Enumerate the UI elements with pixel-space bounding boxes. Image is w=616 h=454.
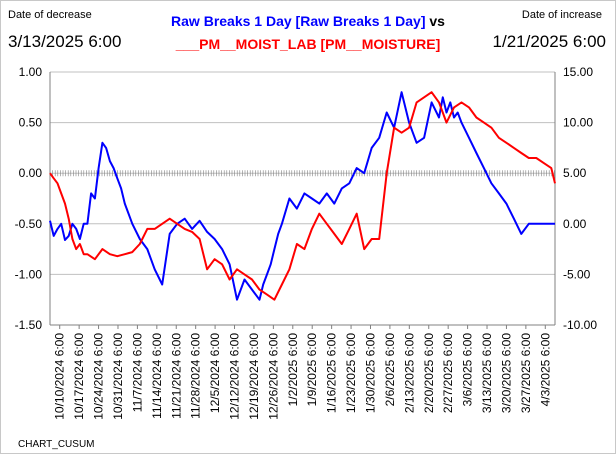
x-tick-label: 1/30/2025 6:00 (363, 333, 377, 413)
series-line-moisture (49, 91, 556, 301)
x-tick-label: 1/16/2025 6:00 (325, 333, 339, 413)
left-y-tick-label: 1.00 (19, 65, 43, 79)
secondary-series-title: ___PM__MOIST_LAB [PM__MOISTURE] (175, 36, 441, 52)
chart-title-line-2: ___PM__MOIST_LAB [PM__MOISTURE] (0, 36, 616, 52)
right-y-tick-label: -5.00 (563, 267, 591, 281)
x-tick-label: 3/20/2025 6:00 (499, 333, 513, 413)
x-tick-label: 2/27/2025 6:00 (441, 333, 455, 413)
x-tick-label: 2/13/2025 6:00 (402, 333, 416, 413)
x-tick-label: 12/26/2024 6:00 (266, 333, 280, 420)
x-tick-label: 11/14/2024 6:00 (150, 333, 164, 419)
x-tick-label: 3/13/2025 6:00 (480, 333, 494, 413)
x-tick-label: 2/20/2025 6:00 (422, 333, 436, 413)
decrease-date-caption: Date of decrease (8, 9, 92, 21)
series-line-raw-breaks (49, 91, 555, 301)
x-tick-label: 12/5/2024 6:00 (208, 333, 222, 413)
x-tick-label: 10/10/2024 6:00 (53, 333, 67, 420)
increase-date-caption: Date of increase (521, 9, 602, 21)
left-y-tick-label: -1.50 (15, 318, 43, 332)
chart-title-line-1: Raw Breaks 1 Day [Raw Breaks 1 Day] vs (0, 13, 616, 29)
x-tick-label: 1/9/2025 6:00 (305, 333, 319, 407)
x-tick-label: 11/7/2024 6:00 (130, 333, 144, 413)
chart-footer-label: CHART_CUSUM (18, 439, 95, 450)
x-tick-label: 11/28/2024 6:00 (189, 333, 203, 419)
right-y-tick-label: -10.00 (563, 318, 597, 332)
x-tick-label: 1/2/2025 6:00 (286, 333, 300, 407)
x-tick-label: 3/27/2025 6:00 (519, 333, 533, 413)
left-y-tick-label: -0.50 (15, 217, 43, 231)
primary-series-title: Raw Breaks 1 Day [Raw Breaks 1 Day] (171, 13, 426, 29)
x-tick-label: 11/21/2024 6:00 (169, 333, 183, 419)
left-y-tick-label: 0.00 (19, 166, 43, 180)
right-y-tick-label: 10.00 (563, 116, 593, 130)
x-tick-label: 2/6/2025 6:00 (383, 333, 397, 407)
increase-date-value: 1/21/2025 6:00 (492, 32, 606, 51)
versus-text: vs (425, 13, 445, 29)
right-y-tick-label: 5.00 (563, 166, 587, 180)
right-y-tick-label: 0.00 (563, 217, 587, 231)
x-tick-label: 12/19/2024 6:00 (247, 333, 261, 420)
decrease-date-value: 3/13/2025 6:00 (8, 32, 122, 51)
x-tick-label: 10/17/2024 6:00 (72, 333, 86, 420)
left-y-tick-label: 0.50 (19, 116, 43, 130)
x-tick-label: 1/23/2025 6:00 (344, 333, 358, 413)
x-tick-label: 3/6/2025 6:00 (461, 333, 475, 407)
x-tick-label: 10/31/2024 6:00 (111, 333, 125, 420)
x-tick-label: 10/24/2024 6:00 (92, 333, 106, 420)
x-tick-label: 12/12/2024 6:00 (228, 333, 242, 420)
right-y-tick-label: 15.00 (563, 65, 593, 79)
left-y-tick-label: -1.00 (15, 267, 43, 281)
x-tick-label: 4/3/2025 6:00 (538, 333, 552, 407)
